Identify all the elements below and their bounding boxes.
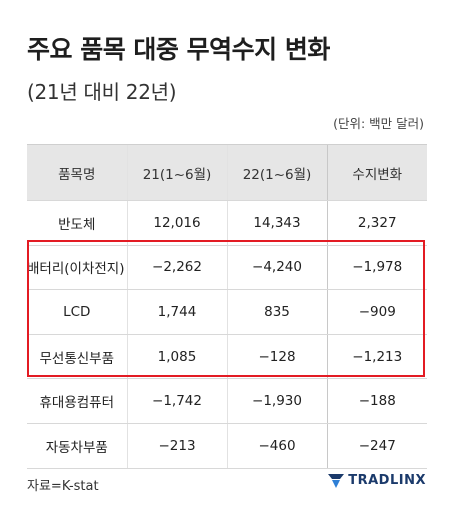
tradlinx-logo-icon (328, 473, 345, 488)
table-row: LCD 1,744 835 −909 (27, 289, 427, 335)
header-change: 수지변화 (326, 144, 427, 201)
table-row: 휴대용컴퓨터 −1,742 −1,930 −188 (27, 378, 427, 424)
cell-2021: −1,742 (126, 378, 227, 424)
source-note: 자료=K-stat (27, 479, 99, 494)
cell-change: −1,978 (326, 245, 427, 291)
cell-2022: −1,930 (226, 378, 327, 424)
cell-2022: −4,240 (226, 245, 327, 291)
cell-2022: −460 (226, 423, 327, 469)
cell-2021: 1,744 (126, 289, 227, 335)
unit-note: (단위: 백만 달러) (333, 116, 424, 131)
cell-item: 배터리(이차전지) 자재 (27, 245, 127, 291)
cell-2022: 14,343 (226, 200, 327, 246)
cell-item: 반도체 (27, 200, 127, 246)
table-row: 반도체 12,016 14,343 2,327 (27, 200, 427, 246)
cell-change: −247 (326, 423, 427, 469)
header-item: 품목명 (27, 144, 127, 201)
page-subtitle: (21년 대비 22년) (27, 80, 177, 104)
table-row: 배터리(이차전지) 자재 −2,262 −4,240 −1,978 (27, 245, 427, 291)
cell-2021: −2,262 (126, 245, 227, 291)
cell-item: 무선통신부품 (27, 334, 127, 380)
cell-item: LCD (27, 289, 127, 335)
cell-change: −909 (326, 289, 427, 335)
cell-2022: 835 (226, 289, 327, 335)
table-header-row: 품목명 21(1~6월) 22(1~6월) 수지변화 (27, 144, 427, 201)
table-row: 자동차부품 −213 −460 −247 (27, 423, 427, 469)
brand-text: TRADLINX (348, 473, 426, 488)
trade-balance-table: 품목명 21(1~6월) 22(1~6월) 수지변화 반도체 12,016 14… (27, 144, 427, 469)
cell-change: 2,327 (326, 200, 427, 246)
cell-2021: 12,016 (126, 200, 227, 246)
cell-2022: −128 (226, 334, 327, 380)
cell-item: 자동차부품 (27, 423, 127, 469)
header-2022: 22(1~6월) (226, 144, 327, 201)
cell-change: −188 (326, 378, 427, 424)
cell-2021: −213 (126, 423, 227, 469)
cell-change: −1,213 (326, 334, 427, 380)
cell-2021: 1,085 (126, 334, 227, 380)
page-title: 주요 품목 대중 무역수지 변화 (27, 35, 330, 64)
header-2021: 21(1~6월) (126, 144, 227, 201)
table-row: 무선통신부품 1,085 −128 −1,213 (27, 334, 427, 380)
brand-logo: TRADLINX (328, 473, 426, 488)
cell-item: 휴대용컴퓨터 (27, 378, 127, 424)
